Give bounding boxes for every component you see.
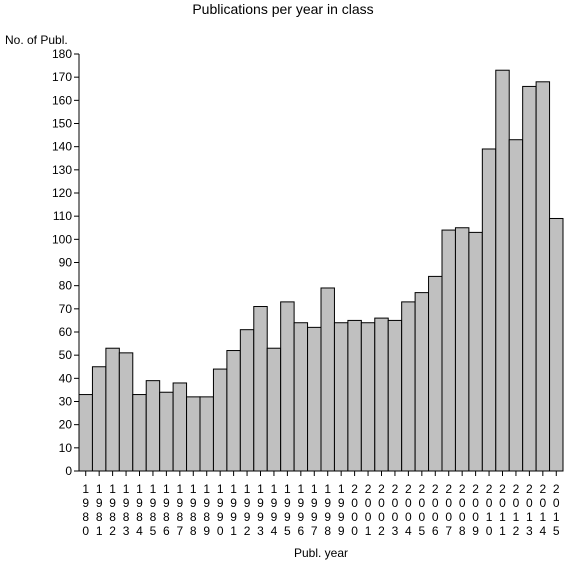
y-tick-label: 40 (59, 371, 73, 385)
x-axis: 1 9 8 0 1 9 8 1 1 9 8 2 1 9 8 3 1 9 8 4 1 9 8 5 1 9 8 6 1 9 8 7 1 9 8 8 1 9 8 9… (79, 470, 563, 538)
y-tick-label: 50 (59, 348, 73, 362)
bar-2007 (441, 229, 456, 472)
bar-1987 (172, 382, 188, 472)
bar-2013 (522, 85, 537, 472)
y-axis-label: No. of Publ. (5, 33, 68, 47)
y-tick-label: 110 (53, 209, 72, 223)
bar-1990 (212, 368, 228, 472)
y-tick-label: 10 (59, 441, 73, 455)
bar-2004 (401, 301, 416, 472)
bars (78, 69, 564, 472)
bar-2002 (374, 317, 389, 472)
y-tick-label: 60 (59, 325, 73, 339)
bar-2005 (414, 292, 430, 472)
y-tick-label: 160 (52, 93, 72, 107)
bar-2001 (360, 322, 376, 472)
bar-1996 (293, 322, 309, 472)
bar-1999 (333, 322, 349, 472)
bar-1982 (105, 347, 120, 472)
y-tick-label: 70 (59, 302, 73, 316)
y-tick-label: 80 (59, 279, 73, 293)
y-tick-label: 140 (52, 140, 72, 154)
bar-1998 (320, 287, 335, 472)
chart-title: Publications per year in class (192, 1, 373, 17)
y-tick-label: 90 (59, 256, 73, 270)
bar-2000 (347, 319, 362, 472)
x-axis-label: Publ. year (294, 546, 348, 560)
bar-1997 (307, 326, 322, 472)
y-axis: 0 10 20 30 40 50 60 70 80 90 100 110 120 130 140 150 160… (52, 47, 80, 478)
bar-1992 (239, 329, 255, 472)
y-tick-label: 150 (52, 117, 72, 131)
y-tick-label: 20 (59, 418, 73, 432)
bar-1984 (132, 394, 147, 472)
bar-1985 (145, 380, 161, 472)
bar-2006 (428, 275, 443, 472)
y-tick-label: 180 (52, 47, 72, 61)
bar-1991 (226, 350, 241, 472)
bar-1986 (159, 391, 174, 472)
bar-2015 (549, 217, 564, 472)
y-tick-label: 30 (59, 395, 73, 409)
bar-1993 (253, 306, 268, 472)
bar-2008 (454, 227, 470, 472)
y-tick-label: 100 (52, 232, 72, 246)
bar-2014 (535, 81, 551, 472)
bar-1980 (78, 394, 93, 472)
bar-2003 (387, 319, 403, 472)
y-tick-label: 0 (65, 464, 72, 478)
y-tick-label: 120 (52, 186, 72, 200)
bar-1994 (266, 347, 282, 472)
y-tick-label: 130 (52, 163, 72, 177)
bar-2010 (481, 148, 497, 472)
bar-2011 (495, 69, 510, 472)
bar-1983 (118, 352, 134, 472)
bar-1995 (280, 301, 295, 472)
y-tick-label: 170 (52, 70, 72, 84)
bar-1981 (91, 366, 107, 472)
bar-2012 (508, 139, 524, 472)
bar-1989 (199, 396, 214, 472)
bar-2009 (468, 231, 483, 472)
bar-1988 (186, 396, 201, 472)
